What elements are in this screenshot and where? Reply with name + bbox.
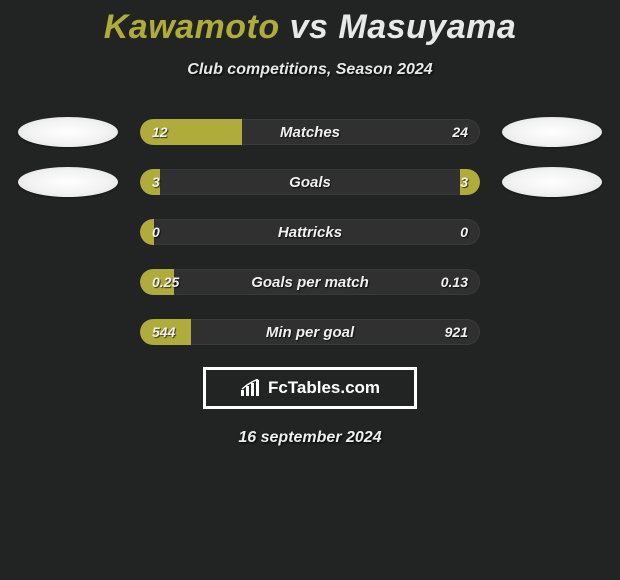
stat-value-right: 921 (445, 319, 468, 345)
subtitle: Club competitions, Season 2024 (0, 61, 620, 79)
stat-value-right: 0 (460, 219, 468, 245)
stat-row: 3 3Goals (0, 167, 620, 197)
stat-row: 544 921Min per goal (0, 317, 620, 347)
spacer (18, 217, 118, 247)
comparison-title: Kawamoto vs Masuyama (0, 0, 620, 47)
stat-bar: 1224Matches (140, 119, 480, 145)
player1-avatar (18, 167, 118, 197)
stat-bar: 0 0Hattricks (140, 219, 480, 245)
spacer (502, 217, 602, 247)
player2-avatar (502, 117, 602, 147)
stat-label: Goals (140, 169, 480, 195)
stat-value-right: 0.13 (441, 269, 468, 295)
spacer (502, 317, 602, 347)
stat-label: Hattricks (140, 219, 480, 245)
stat-label: Min per goal (140, 319, 480, 345)
spacer (502, 267, 602, 297)
stat-value-left: 3 (152, 169, 160, 195)
stat-value-left: 12 (152, 119, 168, 145)
stat-row: 0 0Hattricks (0, 217, 620, 247)
brand-badge: FcTables.com (203, 367, 417, 409)
player2-avatar (502, 167, 602, 197)
stat-value-right: 3 (460, 169, 468, 195)
stat-row: 1224Matches (0, 117, 620, 147)
stat-label: Goals per match (140, 269, 480, 295)
stat-bar: 3 3Goals (140, 169, 480, 195)
bar-chart-icon (240, 379, 262, 397)
spacer (18, 267, 118, 297)
stat-row: 0.25 0.13Goals per match (0, 267, 620, 297)
stat-bar: 0.25 0.13Goals per match (140, 269, 480, 295)
stat-value-left: 0.25 (152, 269, 179, 295)
player1-avatar (18, 117, 118, 147)
brand-text: FcTables.com (268, 378, 380, 398)
player1-name: Kawamoto (104, 8, 280, 46)
date-text: 16 september 2024 (0, 429, 620, 447)
player2-name: Masuyama (338, 8, 516, 46)
stat-value-left: 0 (152, 219, 160, 245)
stat-value-left: 544 (152, 319, 175, 345)
spacer (18, 317, 118, 347)
vs-text: vs (290, 8, 329, 46)
stat-bar: 544 921Min per goal (140, 319, 480, 345)
stats-rows: 1224Matches33Goals00Hattricks0.250.13Goa… (0, 117, 620, 347)
stat-value-right: 24 (452, 119, 468, 145)
